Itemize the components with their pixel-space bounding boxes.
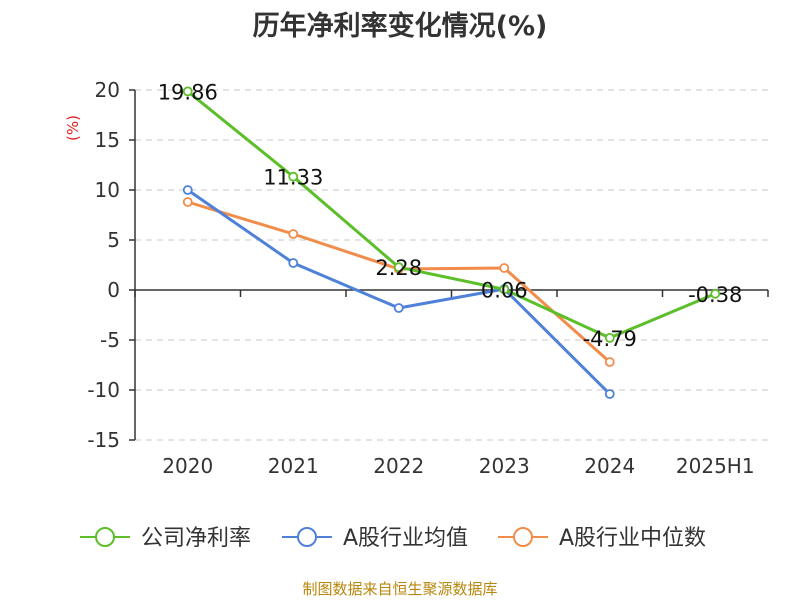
data-label: 0.06 [481,278,528,302]
y-tick-label: -15 [87,428,120,452]
data-point [604,332,615,343]
data-label: 19.86 [158,80,218,104]
y-tick-label: 5 [107,228,120,252]
data-point [182,185,193,195]
legend-marker [297,527,317,547]
data-label: 2.28 [375,256,422,280]
data-point [710,288,721,299]
series-line-1 [186,90,716,340]
x-tick-label: 2024 [584,454,635,478]
data-label: -4.79 [583,327,637,351]
data-source-note: 制图数据来自恒生聚源数据库 [302,580,498,598]
data-point [288,229,299,239]
y-tick-label: -5 [100,328,120,352]
y-tick-label: 10 [95,178,120,202]
legend-label: A股行业均值 [343,526,468,551]
x-tick-label: 2021 [268,454,319,478]
data-point [182,197,193,207]
data-point [604,357,615,367]
data-point [499,263,510,273]
series-line-3 [187,200,611,364]
data-point [393,303,404,313]
data-label: -0.38 [688,283,742,307]
legend-marker [513,527,533,547]
data-point [288,258,299,268]
data-point [499,284,510,295]
x-tick-label: 2023 [479,454,530,478]
data-point [288,171,299,182]
data-label: 11.33 [263,166,323,190]
x-tick-label: 2022 [373,454,424,478]
legend-marker [95,527,115,547]
legend-label: 公司净利率 [141,526,251,551]
y-axis-label: (%) [64,115,82,141]
chart-title: 历年净利率变化情况(%) [252,11,548,42]
y-tick-label: 15 [95,128,120,152]
x-tick-label: 2020 [162,454,213,478]
data-point [604,389,615,399]
y-tick-label: 0 [107,278,120,302]
legend-label: A股行业中位数 [559,526,706,551]
x-tick-label: 2025H1 [676,454,755,478]
y-tick-label: -10 [87,378,120,402]
data-point [393,262,404,273]
y-tick-label: 20 [95,78,120,102]
data-point [182,86,193,97]
